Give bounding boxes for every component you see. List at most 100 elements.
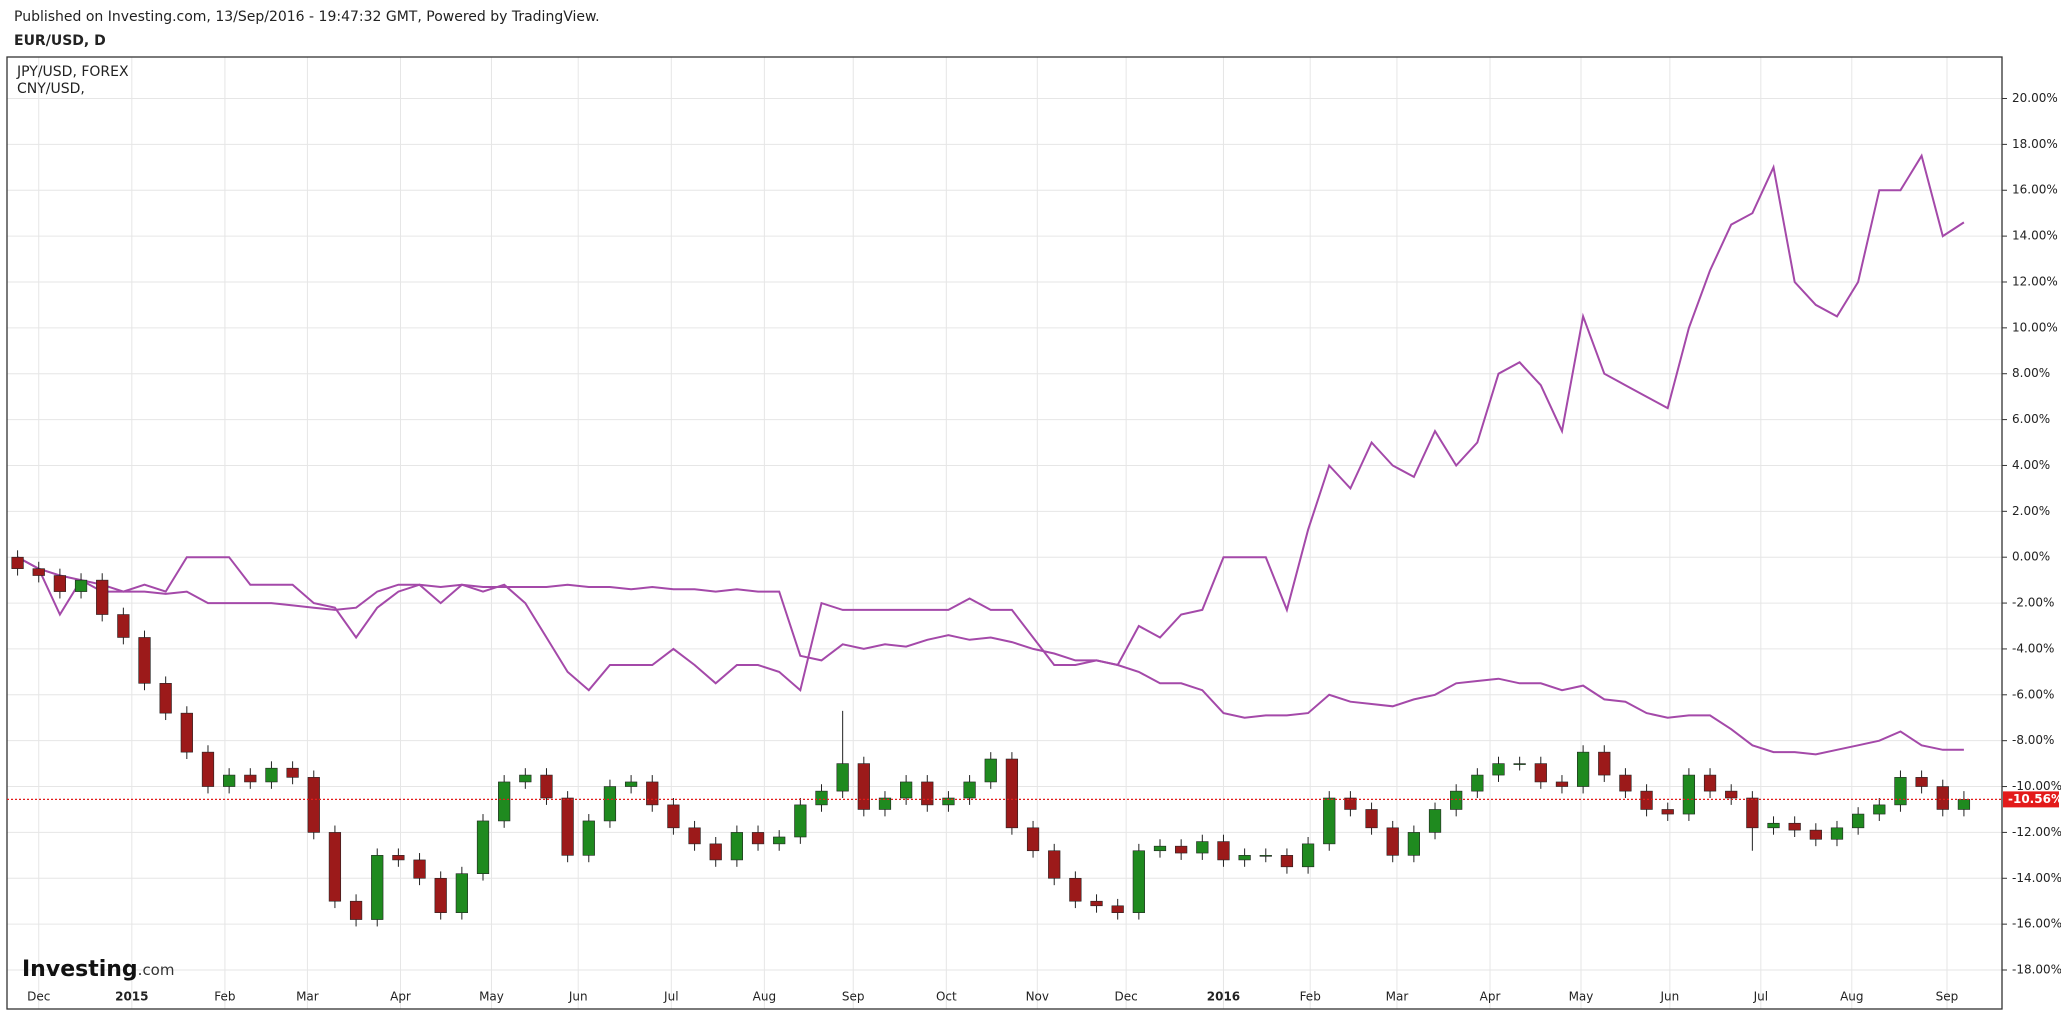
x-tick-label: Mar: [296, 990, 319, 1004]
candle-body: [1534, 763, 1547, 783]
y-tick-label: 6.00%: [2012, 412, 2050, 426]
candle-body: [1682, 774, 1696, 815]
y-tick-label: -6.00%: [2012, 687, 2054, 701]
candle-body: [159, 683, 172, 714]
x-tick-label: Dec: [1115, 990, 1138, 1004]
candle-body: [413, 859, 426, 879]
candle-body: [1915, 777, 1928, 787]
candle-body: [1386, 827, 1399, 856]
candle-body: [1301, 843, 1315, 868]
candle-body: [730, 832, 743, 861]
candle-body: [688, 827, 701, 845]
y-tick-label: 2.00%: [2012, 504, 2050, 518]
x-tick-label: Feb: [214, 990, 235, 1004]
series-line: [17, 556, 1964, 756]
legend-entry: JPY/USD, FOREX: [16, 64, 129, 80]
candle-body: [984, 758, 997, 783]
y-tick-label: -12.00%: [2012, 825, 2061, 839]
candle-body: [117, 614, 130, 638]
x-tick-label: Jun: [1659, 990, 1679, 1004]
candle-body: [751, 832, 765, 845]
y-tick-label: -16.00%: [2012, 917, 2061, 931]
candle-body: [11, 556, 24, 569]
last-value-badge: [2003, 791, 2059, 808]
candle-body: [857, 763, 870, 810]
candle-body: [1619, 774, 1632, 792]
candle-body: [1428, 809, 1442, 833]
candle-body: [1175, 845, 1188, 854]
x-tick-label: Mar: [1386, 990, 1409, 1004]
candle-body: [1598, 751, 1611, 776]
candle-body: [773, 836, 786, 845]
candle-body: [244, 774, 257, 783]
logo: Investing.com: [22, 957, 174, 982]
y-tick-label: -18.00%: [2012, 963, 2061, 977]
candle-body: [1767, 822, 1780, 829]
candle-body: [265, 767, 278, 783]
publish-header: Published on Investing.com, 13/Sep/2016 …: [14, 9, 600, 25]
candle-body: [32, 568, 45, 576]
chart-title: EUR/USD, D: [14, 33, 106, 49]
candle-body: [1788, 822, 1801, 831]
candle-body: [286, 767, 299, 778]
candle-body: [582, 820, 595, 856]
x-tick-label: Apr: [1480, 990, 1501, 1004]
x-tick-label: 2016: [1207, 990, 1240, 1004]
candle-body: [1450, 790, 1463, 810]
candle-body: [96, 579, 109, 615]
candle-body: [307, 777, 320, 833]
candle-body: [328, 832, 342, 902]
candle-body: [138, 637, 151, 684]
x-tick-label: 2015: [115, 990, 148, 1004]
candle-body: [1026, 827, 1040, 852]
candle-body: [1005, 758, 1019, 829]
candle-body: [1323, 797, 1336, 845]
candle-body: [1196, 841, 1209, 854]
x-tick-label: Dec: [27, 990, 50, 1004]
y-tick-label: 20.00%: [2012, 91, 2058, 105]
x-tick-label: Nov: [1026, 990, 1049, 1004]
candle-body: [1894, 777, 1907, 806]
candle-body: [1217, 841, 1230, 861]
candle-body: [1873, 804, 1886, 815]
y-tick-label: 14.00%: [2012, 229, 2058, 243]
x-tick-label: Aug: [753, 990, 776, 1004]
candle-body: [1069, 877, 1082, 902]
candle-body: [1471, 774, 1484, 792]
candle-body: [201, 751, 215, 787]
candle-body: [519, 774, 532, 783]
x-tick-label: Sep: [1936, 990, 1959, 1004]
candle-body: [1830, 827, 1844, 840]
candle-body: [180, 712, 193, 753]
candle-body: [1259, 855, 1272, 857]
candle-body: [1513, 763, 1526, 765]
y-tick-label: -14.00%: [2012, 871, 2061, 885]
candle-body: [1852, 813, 1865, 829]
candle-body: [498, 781, 511, 822]
candle-body: [646, 781, 659, 806]
candle-body: [223, 774, 236, 787]
plot-area: [7, 57, 2002, 1009]
logo-main: Investing: [22, 957, 138, 982]
y-tick-label: -8.00%: [2012, 733, 2054, 747]
candle-body: [1111, 905, 1124, 913]
x-tick-label: Jul: [663, 990, 678, 1004]
x-tick-label: Sep: [842, 990, 865, 1004]
candle-body: [1153, 845, 1167, 852]
candle-body: [1407, 832, 1420, 856]
candle-body: [1703, 774, 1717, 792]
plot-border: [6, 56, 2003, 1010]
x-tick-label: Aug: [1840, 990, 1863, 1004]
candle-body: [900, 781, 913, 799]
y-tick-label: 12.00%: [2012, 274, 2058, 288]
candle-body: [561, 797, 574, 856]
y-tick-label: 8.00%: [2012, 366, 2050, 380]
candle-body: [1280, 855, 1294, 868]
candle-body: [921, 781, 934, 806]
candle-body: [963, 781, 976, 799]
candle-body: [540, 774, 553, 799]
candle-body: [74, 579, 88, 592]
candle-body: [603, 786, 617, 822]
